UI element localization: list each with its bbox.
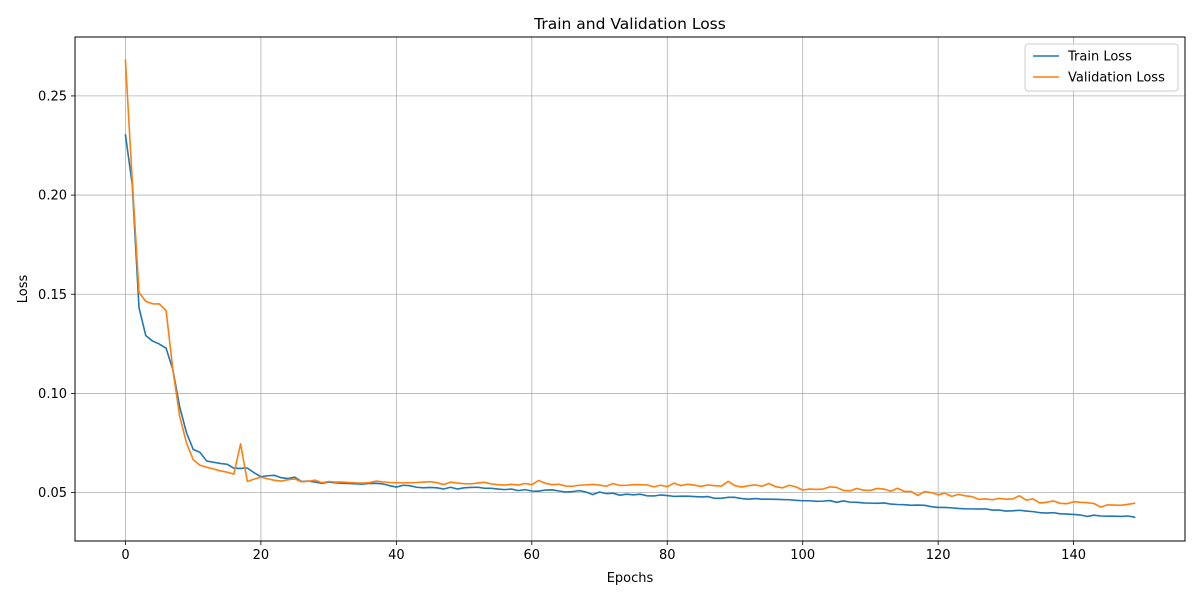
- x-tick-label: 0: [121, 548, 129, 563]
- x-tick-label: 140: [1061, 548, 1086, 563]
- x-tick-label: 100: [790, 548, 815, 563]
- x-tick-label: 40: [388, 548, 405, 563]
- grid: [75, 37, 1185, 541]
- x-tick-label: 120: [926, 548, 951, 563]
- y-tick-label: 0.05: [38, 486, 67, 501]
- legend-box: [1024, 43, 1179, 92]
- x-tick-label: 80: [659, 548, 676, 563]
- x-tick-label: 60: [524, 548, 541, 563]
- series-lines: [124, 59, 1136, 519]
- legend: Train Loss Validation Loss: [1024, 43, 1179, 92]
- x-axis-label: Epochs: [607, 571, 654, 586]
- series-line-validation-loss: [124, 59, 1136, 508]
- axis-ticks: 0 20 40 60 80 100 120 140 0.05 0.10 0.15 0.20 0.25: [38, 89, 1086, 563]
- y-axis-label: Loss: [16, 275, 31, 304]
- y-tick-label: 0.10: [38, 387, 67, 402]
- chart-title: Train and Validation Loss: [533, 15, 726, 33]
- y-tick-label: 0.15: [38, 288, 67, 303]
- legend-label: Validation Loss: [1068, 71, 1165, 86]
- series-line-train-loss: [124, 134, 1136, 519]
- y-tick-label: 0.25: [38, 89, 67, 104]
- legend-label: Train Loss: [1067, 50, 1132, 65]
- plot-frame: [74, 36, 1186, 542]
- x-tick-label: 20: [253, 548, 270, 563]
- y-tick-label: 0.20: [38, 189, 67, 204]
